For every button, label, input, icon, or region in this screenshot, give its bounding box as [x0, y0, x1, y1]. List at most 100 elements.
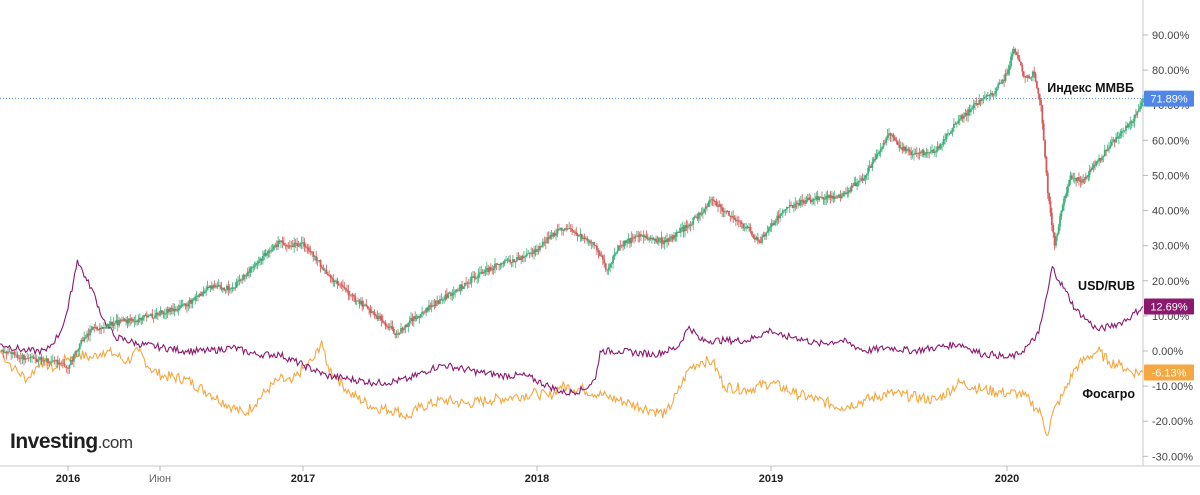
- candle-body: [1135, 114, 1137, 116]
- candle-body: [498, 264, 501, 266]
- candle-body: [235, 281, 238, 288]
- candle-body: [825, 195, 828, 200]
- candle-body: [985, 95, 988, 98]
- candle-body: [1021, 65, 1024, 72]
- candle-body: [183, 303, 186, 305]
- candle-body: [838, 194, 840, 198]
- candle-body: [242, 275, 245, 280]
- candle-body: [896, 141, 899, 145]
- candle-body: [1092, 164, 1095, 168]
- candle-body: [264, 253, 267, 256]
- candle-body: [384, 322, 387, 326]
- candle-body: [305, 246, 307, 248]
- candle-body: [344, 288, 347, 290]
- candle-body: [65, 365, 68, 368]
- candle-body: [839, 194, 842, 198]
- candle-body: [18, 357, 21, 359]
- candle-body: [1003, 79, 1005, 81]
- candle-body: [685, 225, 688, 228]
- candle-body: [309, 250, 312, 253]
- candle-body: [162, 312, 165, 314]
- candle-body: [787, 207, 790, 208]
- candle-body: [530, 252, 533, 254]
- candle-body: [68, 364, 71, 369]
- candle-body: [387, 326, 390, 328]
- candle-body: [704, 206, 707, 209]
- candle-body: [392, 329, 395, 334]
- candle-body: [613, 253, 616, 257]
- candle-body: [656, 241, 659, 243]
- candle-body: [237, 280, 239, 282]
- candle-body: [103, 326, 105, 328]
- candle-body: [832, 195, 835, 200]
- candle-body: [921, 150, 924, 153]
- candle-body: [822, 197, 825, 200]
- candle-body: [63, 363, 66, 366]
- candle-body: [630, 237, 633, 244]
- candle-body: [491, 269, 494, 271]
- candle-body: [677, 232, 679, 233]
- candle-body: [578, 235, 580, 237]
- candle-body: [307, 247, 310, 251]
- candle-body: [678, 232, 681, 233]
- candle-body: [465, 282, 468, 284]
- candle-body: [989, 93, 992, 95]
- candle-body: [143, 314, 145, 318]
- candle-body: [719, 204, 722, 208]
- x-tick-label: 2016: [56, 473, 80, 485]
- candle-body: [132, 318, 134, 322]
- candle-body: [637, 235, 640, 238]
- candle-body: [718, 204, 721, 207]
- candle-body: [899, 147, 902, 149]
- candle-body: [517, 257, 520, 259]
- candle-body: [563, 228, 566, 231]
- candle-body: [499, 263, 502, 266]
- candle-body: [40, 356, 43, 362]
- candle-body: [871, 161, 874, 168]
- candle-body: [835, 196, 838, 198]
- candle-body: [1099, 158, 1102, 161]
- candle-body: [209, 285, 212, 288]
- candle-body: [670, 236, 673, 238]
- candle-body: [377, 315, 380, 319]
- candle-body: [708, 200, 711, 203]
- candle-body: [878, 151, 881, 154]
- candle-body: [199, 294, 202, 296]
- candle-body: [918, 152, 921, 154]
- candle-body: [429, 305, 432, 308]
- candle-body: [227, 285, 230, 291]
- candle-body: [159, 310, 162, 315]
- candle-body: [432, 305, 434, 307]
- candle-body: [565, 228, 568, 230]
- usdrub-tag-label: 12.69%: [1150, 301, 1188, 313]
- candle-body: [208, 286, 210, 288]
- candle-body: [948, 133, 951, 135]
- candle-body: [215, 285, 217, 288]
- candle-body: [791, 205, 794, 208]
- candle-body: [979, 99, 982, 101]
- candle-body: [1018, 58, 1021, 62]
- candle-body: [788, 204, 791, 208]
- candle-body: [1078, 177, 1080, 180]
- candle-body: [447, 292, 450, 299]
- candle-body: [5, 351, 8, 354]
- candle-body: [525, 253, 528, 257]
- candle-body: [926, 152, 929, 154]
- candle-body: [663, 240, 666, 245]
- candle-body: [391, 325, 394, 330]
- candle-body: [1110, 141, 1113, 146]
- candle-body: [604, 263, 607, 270]
- candle-body: [546, 237, 549, 243]
- candle-body: [1139, 106, 1142, 110]
- candle-body: [657, 237, 660, 243]
- candle-body: [960, 115, 963, 120]
- candle-body: [856, 182, 858, 187]
- candle-body: [888, 133, 890, 136]
- candle-body: [185, 305, 188, 307]
- candle-body: [819, 196, 822, 198]
- candle-body: [336, 280, 339, 285]
- candle-body: [448, 292, 451, 294]
- candle-body: [154, 315, 156, 318]
- candle-body: [303, 242, 306, 247]
